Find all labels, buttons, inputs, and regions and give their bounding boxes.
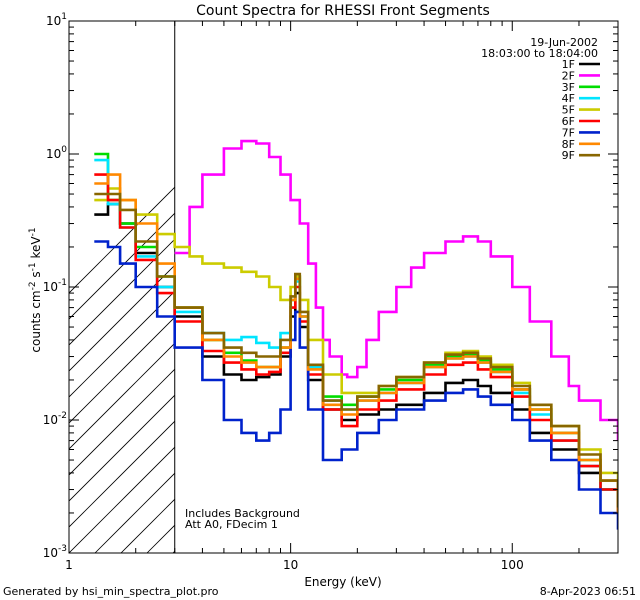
series-line-7F: [94, 240, 618, 530]
legend-date: 19-Jun-2002: [530, 36, 598, 49]
x-axis-label: Energy (keV): [304, 575, 381, 589]
footer-generated-by: Generated by hsi_min_spectra_plot.pro: [3, 585, 219, 598]
legend-label-7F: 7F: [562, 126, 575, 139]
legend-label-5F: 5F: [562, 104, 575, 117]
series-line-9F: [94, 192, 618, 508]
x-tick-label: 10: [283, 558, 298, 572]
y-tick-label: 100: [46, 145, 67, 161]
y-tick-label: 101: [46, 12, 67, 28]
footer-timestamp: 8-Apr-2023 06:51: [540, 585, 636, 598]
series-line-2F: [174, 139, 618, 441]
y-tick-label: 10-1: [43, 278, 67, 294]
hatch-line: [615, 21, 640, 553]
y-axis-label: counts cm-2 s-1 keV-1: [28, 227, 43, 352]
y-tick-label: 10-3: [43, 544, 67, 560]
y-tick-label: 10-2: [43, 411, 67, 427]
legend-label-6F: 6F: [562, 115, 575, 128]
legend-label-4F: 4F: [562, 92, 575, 105]
series-line-1F: [94, 202, 618, 513]
hatch-line: [69, 212, 175, 320]
series-line-8F: [94, 173, 618, 513]
axis-tick-labels: 1 10 100 10-3 10-2 10-1 100 101: [43, 12, 524, 572]
annotation-background: Includes Background: [185, 507, 300, 520]
legend-time-range: 18:03:00 to 18:04:00: [481, 47, 598, 60]
series-line-4F: [94, 158, 618, 513]
series-lines: [94, 139, 618, 530]
legend-label-9F: 9F: [562, 149, 575, 162]
x-tick-label: 100: [501, 558, 524, 572]
hatch-line: [69, 446, 175, 553]
x-tick-label: 1: [65, 558, 73, 572]
chart-title: Count Spectra for RHESSI Front Segments: [196, 3, 490, 19]
axis-ticks: [68, 21, 619, 554]
legend-label-8F: 8F: [562, 138, 575, 151]
y-axis-label-text: counts cm-2 s-1 keV-1: [28, 227, 43, 352]
hatch-line: [69, 394, 175, 502]
series-line-6F: [94, 173, 618, 513]
series-line-3F: [94, 152, 618, 513]
legend-label-3F: 3F: [562, 81, 575, 94]
hatch-line: [69, 368, 175, 476]
annotation-attenuator: Att A0, FDecim 1: [185, 518, 278, 531]
legend-label-1F: 1F: [562, 58, 575, 71]
hatch-line: [69, 238, 175, 346]
hatched-region: [69, 21, 640, 553]
hatch-line: [69, 420, 175, 528]
legend-label-2F: 2F: [562, 69, 575, 82]
